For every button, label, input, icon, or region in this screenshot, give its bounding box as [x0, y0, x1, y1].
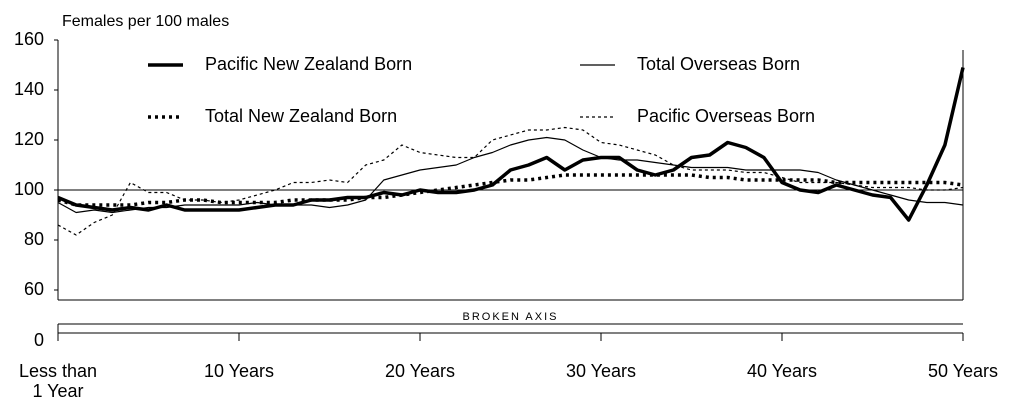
x-tick-label: 20 Years [384, 361, 456, 381]
y-axis-label: Females per 100 males [62, 13, 229, 30]
legend-label: Pacific New Zealand Born [205, 54, 412, 74]
legend-label: Total New Zealand Born [205, 106, 397, 126]
x-tick-label: 30 Years [565, 361, 637, 381]
legend-label: Pacific Overseas Born [637, 106, 815, 126]
broken-axis-label: BROKEN AXIS [463, 311, 559, 323]
legend-label: Total Overseas Born [637, 54, 800, 74]
y-tick-label: 80 [24, 229, 44, 249]
y-tick-label: 0 [34, 330, 44, 350]
y-tick-label: 140 [14, 79, 44, 99]
x-tick-label: 40 Years [746, 361, 818, 381]
x-tick-label: Less than 1 Year [18, 361, 98, 401]
y-tick-label: 160 [14, 29, 44, 49]
series-line [57, 67, 965, 222]
y-tick-label: 60 [24, 279, 44, 299]
y-tick-label: 120 [14, 129, 44, 149]
series-line [57, 173, 964, 207]
series-line [57, 136, 964, 214]
y-tick-label: 100 [14, 179, 44, 199]
x-tick-label: 50 Years [927, 361, 999, 381]
x-tick-label: 10 Years [203, 361, 275, 381]
series-line [57, 126, 964, 236]
